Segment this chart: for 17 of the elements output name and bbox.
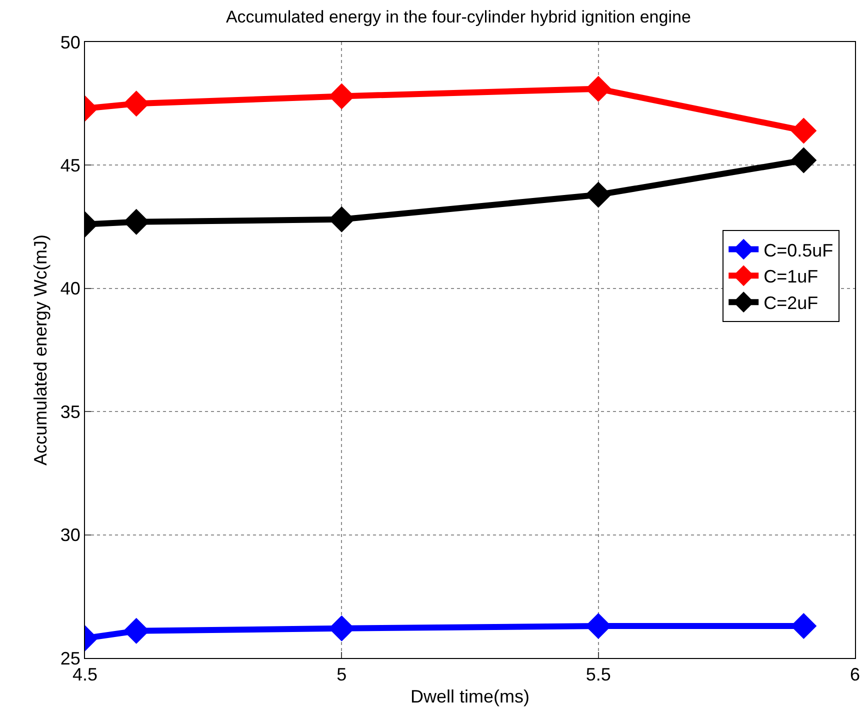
point (585, 182, 612, 208)
legend-label: C=0.5uF (764, 240, 834, 260)
y-axis-title: Accumulated energy Wc(mJ) (30, 234, 51, 466)
legend-label: C=1uF (764, 266, 818, 287)
x-tick-label: 5 (336, 664, 347, 685)
point (790, 147, 817, 174)
x-tick-label: 6 (850, 664, 860, 685)
y-tick-label: 30 (60, 525, 80, 546)
x-axis-title: Dwell time(ms) (410, 686, 530, 707)
x-tick-label: 5.5 (586, 664, 611, 685)
y-tick-label: 45 (60, 156, 80, 176)
point (790, 118, 817, 144)
y-tick-label: 40 (60, 278, 80, 299)
legend-label: C=2uF (764, 293, 818, 314)
y-tick-label: 50 (60, 32, 80, 52)
chart-title: Accumulated energy in the four-cylinder hybrid ignition engine (226, 8, 691, 27)
y-tick-label: 35 (60, 402, 80, 422)
